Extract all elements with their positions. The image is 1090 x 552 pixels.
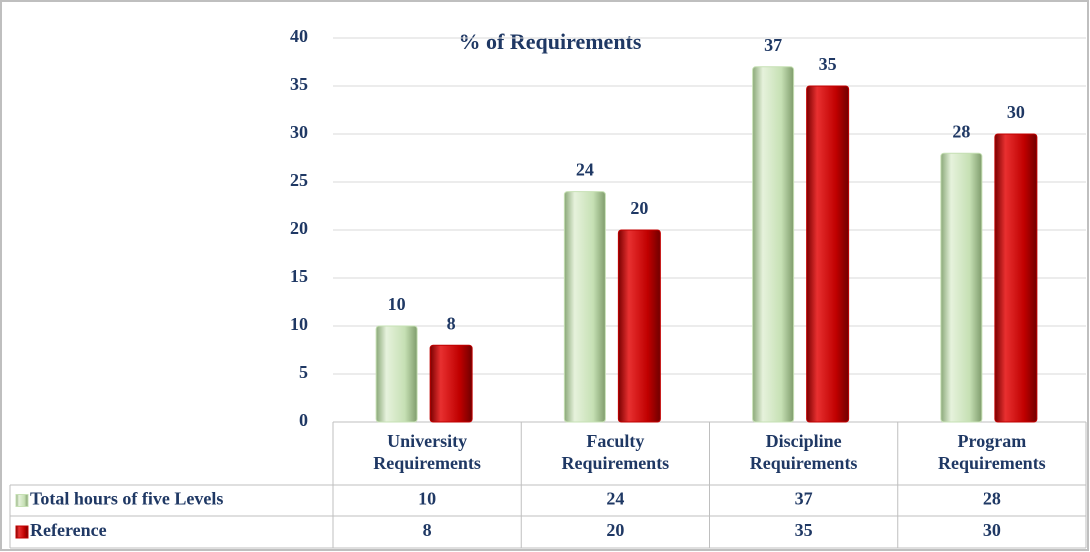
bar <box>940 152 983 423</box>
legend-label: Reference <box>30 520 107 540</box>
y-tick-label: 35 <box>290 74 308 94</box>
bar <box>994 133 1038 423</box>
data-label: 8 <box>447 313 456 333</box>
legend-label: Total hours of five Levels <box>30 489 223 509</box>
table-cell: 28 <box>983 489 1001 509</box>
x-tick-label: Discipline Requirements <box>749 431 858 473</box>
data-label: 28 <box>952 121 970 141</box>
table-cell: 20 <box>606 520 624 540</box>
data-label: 10 <box>388 294 406 314</box>
table-cell: 8 <box>423 520 432 540</box>
legend-swatch <box>15 525 29 539</box>
x-tick-label: University Requirements <box>373 431 481 473</box>
chart-title: % of Requirements <box>459 29 642 54</box>
y-tick-label: 30 <box>290 122 308 142</box>
data-label: 30 <box>1007 102 1025 122</box>
y-tick-label: 20 <box>290 218 308 238</box>
data-label: 37 <box>764 35 782 55</box>
bar <box>375 325 418 423</box>
x-tick-label: Faculty Requirements <box>561 431 670 473</box>
table-cell: 24 <box>606 489 624 509</box>
data-label: 35 <box>819 54 837 74</box>
bar <box>563 191 606 423</box>
table-cell: 37 <box>795 489 813 509</box>
table-cell: 35 <box>795 520 813 540</box>
y-tick-label: 25 <box>290 170 308 190</box>
bar <box>617 229 661 423</box>
y-tick-label: 15 <box>290 266 308 286</box>
bar <box>429 344 473 423</box>
table-cell: 30 <box>983 520 1001 540</box>
bar <box>806 85 850 423</box>
x-tick-label: Program Requirements <box>938 431 1046 473</box>
bar <box>752 66 795 423</box>
y-tick-label: 10 <box>290 314 308 334</box>
data-label: 24 <box>576 160 594 180</box>
table-cell: 10 <box>418 489 436 509</box>
y-tick-label: 0 <box>299 410 308 430</box>
data-label: 20 <box>630 198 648 218</box>
y-tick-label: 40 <box>290 26 308 46</box>
legend-swatch <box>15 494 29 507</box>
y-tick-label: 5 <box>299 362 308 382</box>
